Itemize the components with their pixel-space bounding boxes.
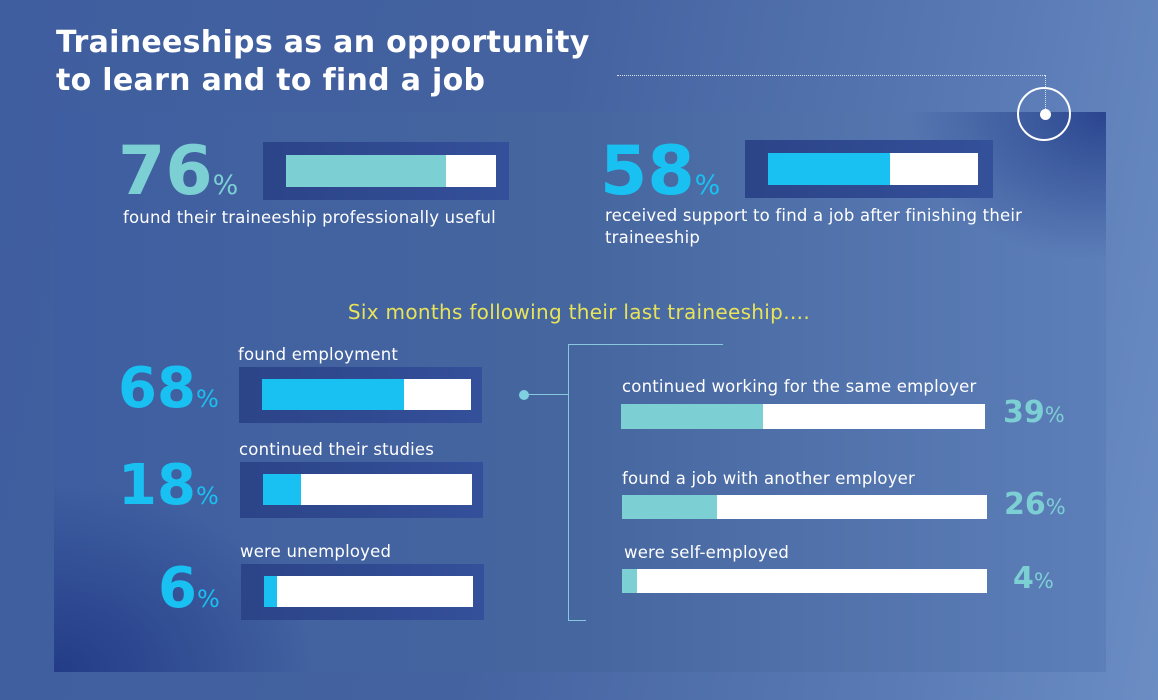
percent-sign: % xyxy=(1044,403,1065,427)
bar-track-same-employer xyxy=(621,404,985,429)
stat-number: 68 xyxy=(118,356,196,421)
percent-sign: % xyxy=(196,585,220,613)
stat-value-studies: 18% xyxy=(118,453,219,518)
label-found-employment: found employment xyxy=(238,345,399,364)
stat-number: 58 xyxy=(600,132,695,211)
bar-fill-same-employer xyxy=(621,404,763,429)
bar-track-support xyxy=(768,153,978,185)
bracket-top xyxy=(568,344,723,345)
stat-number: 18 xyxy=(118,453,196,518)
page-title: Traineeships as an opportunity to learn … xyxy=(56,24,616,100)
stat-number: 26 xyxy=(1004,487,1046,522)
stat-value-self-employed: 4% xyxy=(1013,561,1054,596)
bar-fill-useful xyxy=(286,155,446,187)
percent-sign: % xyxy=(694,170,721,201)
label-unemployed: were unemployed xyxy=(240,542,392,561)
bar-fill-support xyxy=(768,153,890,185)
stat-value-same-employer: 39% xyxy=(1003,395,1065,430)
stat-value-support: 58% xyxy=(600,132,720,211)
bracket-bottom xyxy=(568,620,586,621)
stat-value-useful: 76% xyxy=(118,132,238,211)
target-dot-icon xyxy=(1040,109,1051,120)
bar-track-self-employed xyxy=(622,569,987,593)
stat-number: 6 xyxy=(158,556,197,621)
bar-fill-another-employer xyxy=(622,495,717,519)
bar-track-employment xyxy=(262,379,471,410)
connector-line xyxy=(526,394,568,395)
bar-fill-unemployed xyxy=(264,576,277,607)
percent-sign: % xyxy=(195,482,219,510)
bar-track-useful xyxy=(286,155,496,187)
percent-sign: % xyxy=(212,170,239,201)
bar-fill-studies xyxy=(263,474,301,505)
connector-dot xyxy=(519,390,529,400)
label-same-employer: continued working for the same employer xyxy=(622,377,977,396)
stat-value-unemployed: 6% xyxy=(158,556,220,621)
stat-number: 76 xyxy=(118,132,213,211)
stat-value-employment: 68% xyxy=(118,356,219,421)
stat-value-another-employer: 26% xyxy=(1004,487,1066,522)
stat-label-useful: found their traineeship professionally u… xyxy=(123,208,496,227)
bar-fill-employment xyxy=(262,379,405,410)
label-continued-studies: continued their studies xyxy=(239,440,435,459)
stat-number: 39 xyxy=(1003,395,1045,430)
bar-track-unemployed xyxy=(264,576,473,607)
target-ring-icon xyxy=(1017,87,1071,141)
percent-sign: % xyxy=(1033,569,1054,593)
title-line-1: Traineeships as an opportunity xyxy=(56,25,590,60)
label-another-employer: found a job with another employer xyxy=(622,469,915,488)
bracket-vertical xyxy=(568,344,569,620)
section-subheading: Six months following their last trainees… xyxy=(347,300,811,324)
percent-sign: % xyxy=(195,385,219,413)
stat-label-support: received support to find a job after fin… xyxy=(605,206,1023,247)
bar-track-studies xyxy=(263,474,472,505)
label-self-employed: were self-employed xyxy=(624,543,790,562)
stat-number: 4 xyxy=(1013,561,1034,596)
bar-track-another-employer xyxy=(622,495,987,519)
title-line-2: to learn and to find a job xyxy=(56,63,486,98)
bar-fill-self-employed xyxy=(622,569,637,593)
dotted-connector-horizontal xyxy=(617,75,1045,76)
percent-sign: % xyxy=(1045,495,1066,519)
